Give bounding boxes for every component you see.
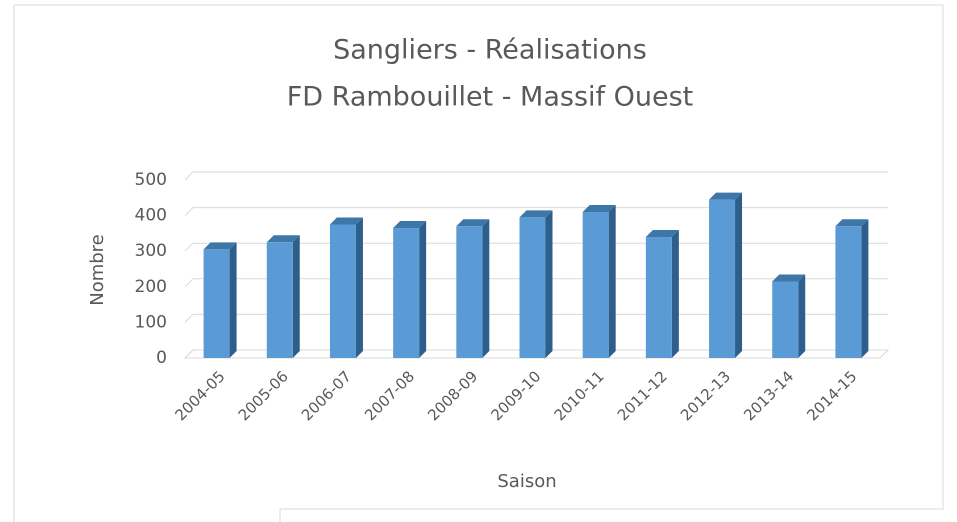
y-tick-label: 100 [135,312,167,332]
bar-top [329,217,363,225]
grid-line [184,171,888,181]
bar-top [835,219,869,227]
bar-side [861,219,869,358]
x-tick-label: 2011-12 [614,367,671,424]
bar [203,249,230,358]
bar-side [419,221,427,358]
bar-side [229,242,237,358]
x-tick-label: 2010-11 [551,367,608,424]
x-tick-label: 2013-14 [740,367,797,424]
x-tick-label: 2004-05 [172,367,229,424]
y-tick-label: 400 [135,206,167,226]
bar-top [456,219,490,227]
y-tick-label: 0 [156,348,167,368]
bar [329,224,356,358]
bar-side [798,274,806,358]
bar [456,226,483,358]
bar-top [266,235,300,243]
x-tick-label: 2014-15 [803,367,860,424]
bar-side [545,210,553,358]
bar [772,281,799,358]
y-axis-title: Nombre [87,234,108,306]
x-axis-title: Saison [497,471,556,492]
bar-top [709,192,743,200]
x-tick-label: 2009-10 [487,367,544,424]
chart-title: Sangliers - Réalisations [333,35,647,66]
y-tick-label: 300 [135,241,167,261]
bar [519,217,546,358]
bar [709,199,736,358]
x-tick-label: 2012-13 [677,367,734,424]
bar-side [608,205,616,358]
x-tick-label: 2006-07 [298,367,355,424]
x-tick-label: 2008-09 [424,367,481,424]
bar-side [292,235,300,358]
chart-subtitle: FD Rambouillet - Massif Ouest [287,82,694,113]
grid-line [184,207,888,216]
y-tick-label: 200 [135,277,167,297]
bar-side [482,219,490,358]
bar-side [735,192,743,358]
bar-top [645,229,679,237]
y-tick-label: 500 [135,170,167,190]
bar-top [393,221,427,229]
bar [582,212,609,358]
bar-side [355,217,363,358]
bar [835,226,862,358]
bar [266,242,293,358]
bar-top [203,242,237,250]
bar-top [519,210,553,218]
bar [393,228,420,358]
bar-top [582,205,616,213]
x-tick-label: 2007-08 [361,367,418,424]
bar-side [671,229,679,358]
bar [645,236,672,358]
bar-top [772,274,806,282]
x-tick-label: 2005-06 [235,367,292,424]
